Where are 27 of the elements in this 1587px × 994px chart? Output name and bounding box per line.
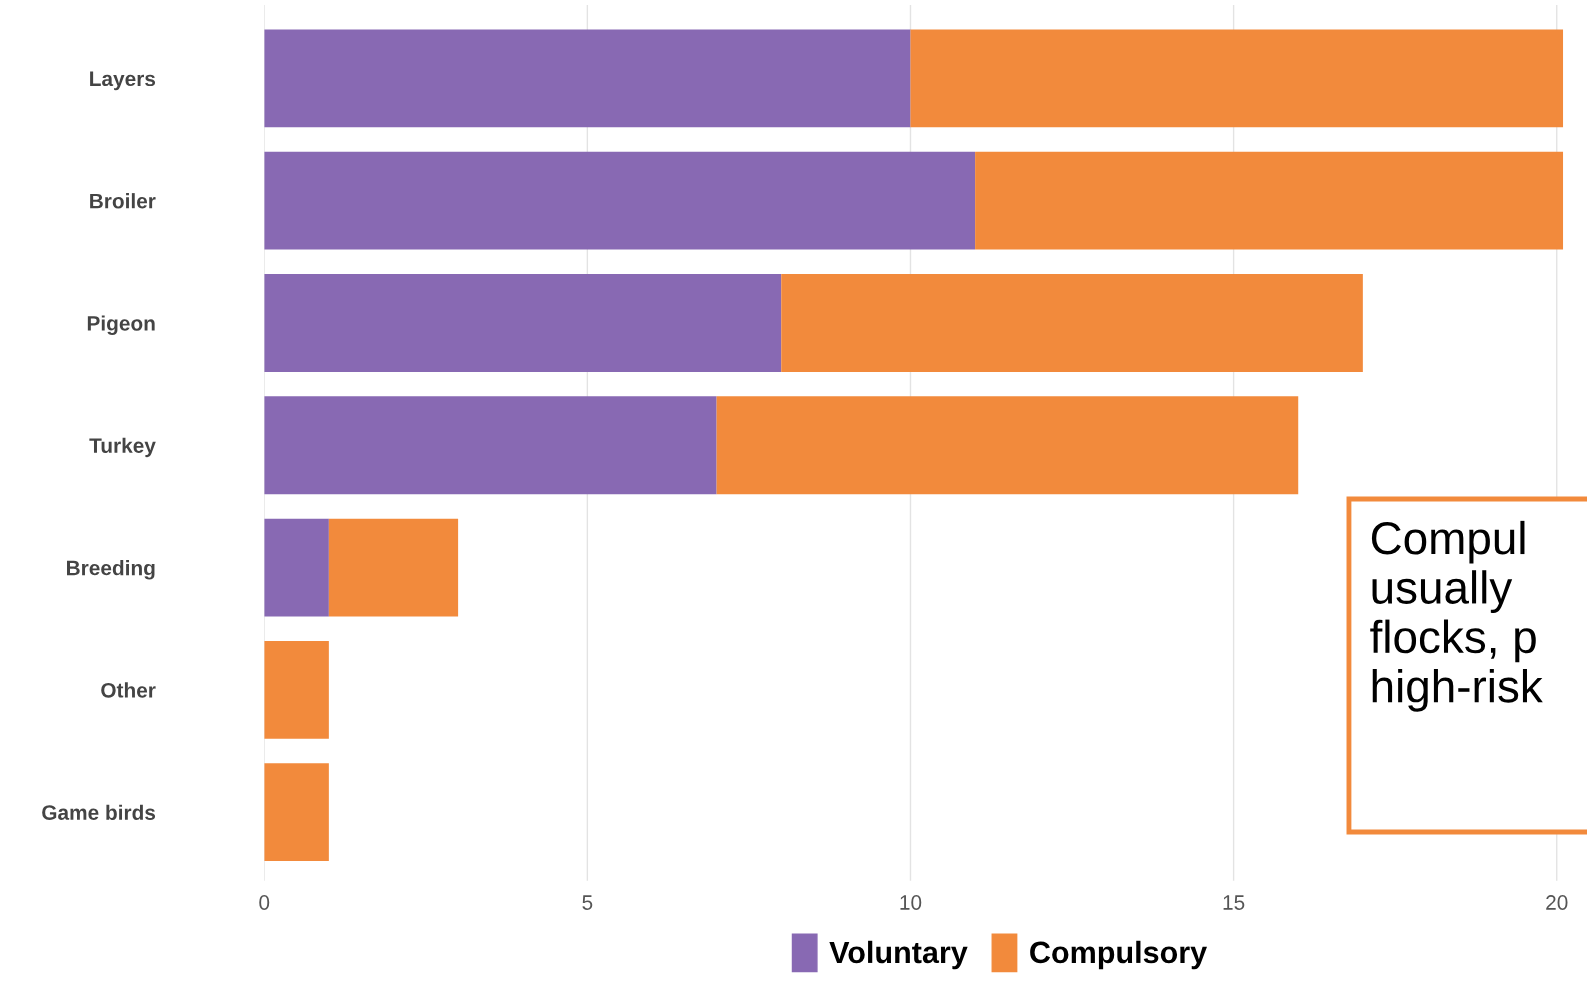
bar: [716, 396, 1299, 495]
bar: [264, 151, 976, 250]
legend-label: Voluntary: [829, 940, 968, 970]
x-tick-label: 0: [259, 895, 270, 910]
y-tick-label: Game birds: [42, 804, 156, 820]
bar: [264, 29, 911, 128]
bar: [264, 763, 329, 862]
bar: [975, 151, 1564, 250]
x-tick-label: 15: [1223, 895, 1245, 910]
y-tick-label: Turkey: [89, 437, 156, 458]
y-tick-label: Pigeon: [87, 315, 155, 335]
x-tick-label: 5: [582, 895, 593, 910]
bar: [910, 29, 1564, 128]
bar: [264, 274, 782, 372]
x-tick-label: 20: [1546, 895, 1568, 910]
bar: [264, 640, 329, 739]
y-tick-label: Broiler: [90, 193, 156, 209]
y-tick-label: Other: [101, 682, 156, 698]
bar: [781, 274, 1363, 372]
annotation: Compul usually flocks, p high-risk: [1370, 520, 1543, 712]
legend-label: Compulsory: [1030, 940, 1207, 970]
bar: [264, 518, 329, 617]
x-tick-label: 10: [900, 895, 922, 910]
y-tick-label: Layers: [90, 71, 156, 91]
y-tick-label: Breeding: [67, 560, 155, 580]
bar: [264, 396, 717, 495]
bar: [328, 518, 459, 617]
